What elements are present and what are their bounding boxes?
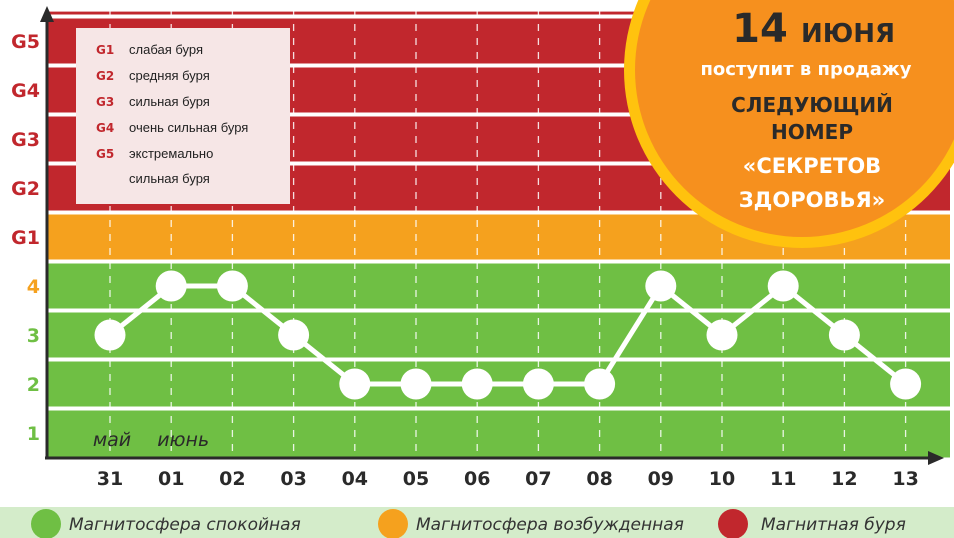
promo-line5: ЗДОРОВЬЯ» [739, 188, 885, 212]
storm-scale-desc-G3: сильная буря [129, 94, 210, 109]
promo-line2: СЛЕДУЮЩИЙ [731, 93, 893, 117]
data-point-08 [584, 368, 616, 400]
x-tick-04: 04 [342, 468, 368, 490]
data-point-02 [216, 270, 248, 302]
legend-swatch-2 [718, 509, 748, 538]
data-point-03 [278, 319, 310, 351]
storm-scale-code-G2: G2 [96, 69, 114, 83]
month-label-31: май [93, 429, 131, 451]
storm-scale-box: G1 слабая буря G2 средняя буря G3 сильная бур… [76, 28, 290, 204]
promo-circle [635, 0, 954, 237]
data-point-04 [339, 368, 371, 400]
promo-badge: 14 ИЮНЯ поступит в продажу СЛЕДУЮЩИЙ НОМ… [624, 0, 954, 248]
storm-scale-desc-G5: экстремально [129, 146, 213, 161]
x-tick-07: 07 [525, 468, 551, 490]
data-point-09 [645, 270, 677, 302]
x-tick-03: 03 [280, 468, 306, 490]
y-tick-G5: G5 [11, 31, 40, 53]
x-tick-05: 05 [403, 468, 429, 490]
data-point-10 [706, 319, 738, 351]
data-point-01 [155, 270, 187, 302]
axis-layer [40, 6, 944, 465]
y-tick-G1: G1 [11, 227, 40, 249]
storm-scale-code-G4: G4 [96, 121, 114, 135]
month-labels: май июнь [93, 429, 209, 451]
x-axis-arrow [928, 451, 944, 465]
data-point-31 [94, 319, 126, 351]
legend-swatch-1 [378, 509, 408, 538]
legend-swatch-0 [31, 509, 61, 538]
y-tick-1: 1 [27, 423, 40, 445]
series-points-layer [94, 270, 922, 400]
storm-scale-background [76, 28, 290, 204]
promo-line1: поступит в продажу [700, 59, 911, 80]
y-tick-4: 4 [27, 276, 40, 298]
x-tick-08: 08 [586, 468, 612, 490]
x-tick-13: 13 [892, 468, 918, 490]
y-tick-G4: G4 [11, 80, 40, 102]
promo-line4: «СЕКРЕТОВ [743, 154, 881, 178]
x-tick-11: 11 [770, 468, 796, 490]
legend-label-2: Магнитная буря [761, 515, 906, 535]
y-tick-G2: G2 [11, 178, 40, 200]
x-tick-31: 31 [97, 468, 123, 490]
legend: Магнитосфера спокойная Магнитосфера возбу… [0, 507, 954, 538]
x-tick-10: 10 [709, 468, 735, 490]
x-tick-09: 09 [648, 468, 674, 490]
x-tick-02: 02 [219, 468, 245, 490]
data-point-07 [522, 368, 554, 400]
data-point-06 [461, 368, 493, 400]
y-tick-2: 2 [27, 374, 40, 396]
storm-scale-code-G3: G3 [96, 95, 114, 109]
legend-background [0, 507, 954, 538]
promo-line3: НОМЕР [771, 120, 853, 144]
data-point-12 [828, 319, 860, 351]
x-tick-01: 01 [158, 468, 184, 490]
storm-scale-code-G1: G1 [96, 43, 114, 57]
x-tick-06: 06 [464, 468, 490, 490]
month-label-01: июнь [157, 429, 209, 451]
y-tick-labels: 1 2 3 4 G1 G2 G3 G4 G5 [11, 31, 40, 445]
data-point-11 [767, 270, 799, 302]
y-axis-arrow [40, 6, 54, 22]
storm-scale-desc-G2: средняя буря [129, 68, 210, 83]
storm-scale-desc-G1: слабая буря [129, 42, 203, 57]
x-tick-12: 12 [831, 468, 857, 490]
x-tick-labels: 31 01 02 03 04 05 06 07 08 09 10 11 12 13 [97, 468, 919, 490]
storm-scale-items: G1 слабая буря G2 средняя буря G3 сильная бур… [96, 42, 248, 186]
legend-label-1: Магнитосфера возбужденная [416, 515, 684, 535]
storm-scale-desc-G4: очень сильная буря [129, 120, 248, 135]
legend-label-0: Магнитосфера спокойная [69, 515, 301, 535]
storm-scale-desc2-G5: сильная буря [129, 171, 210, 186]
promo-date-month: ИЮНЯ [801, 19, 895, 49]
data-point-13 [890, 368, 922, 400]
promo-date-number: 14 [732, 6, 788, 52]
data-point-05 [400, 368, 432, 400]
y-tick-G3: G3 [11, 129, 40, 151]
y-tick-3: 3 [27, 325, 40, 347]
storm-scale-code-G5: G5 [96, 147, 114, 161]
